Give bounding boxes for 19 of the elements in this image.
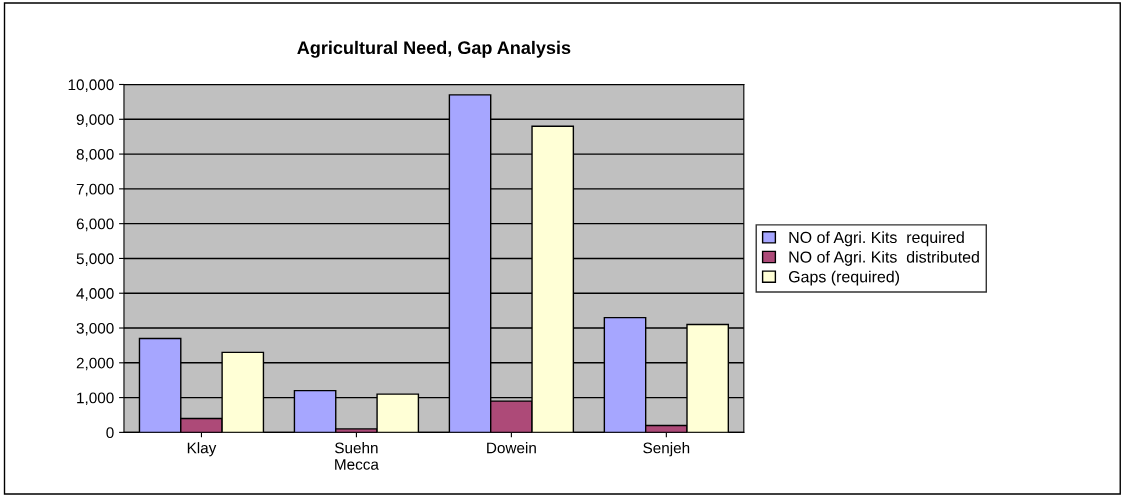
legend-label: NO of Agri. Kits required: [789, 231, 964, 247]
y-tick-label: 1,000: [77, 392, 114, 406]
y-tick-label: 3,000: [76, 322, 114, 336]
y-tick-label: 6,000: [76, 218, 114, 232]
y-tick-label: 10,000: [68, 79, 114, 92]
y-tick-label: 2,000: [76, 357, 114, 371]
chart-title: Agricultural Need, Gap Analysis: [297, 40, 571, 58]
y-tick-label: 4,000: [76, 288, 114, 301]
x-tick-label: Suehn Mecca: [335, 442, 379, 470]
y-tick-label: 7,000: [76, 183, 114, 197]
y-tick-label: 9,000: [76, 114, 114, 127]
y-tick-label: 5,000: [76, 253, 114, 266]
x-tick-label: Klay: [187, 442, 217, 457]
x-tick-label: Senjeh: [643, 442, 690, 457]
legend-label: Gaps (required): [788, 270, 900, 286]
y-tick-label: 8,000: [76, 148, 114, 162]
y-tick-label: 0: [106, 427, 114, 439]
x-tick-label: Dowein: [487, 442, 536, 454]
legend-label: NO of Agri. Kits distributed: [789, 251, 979, 266]
